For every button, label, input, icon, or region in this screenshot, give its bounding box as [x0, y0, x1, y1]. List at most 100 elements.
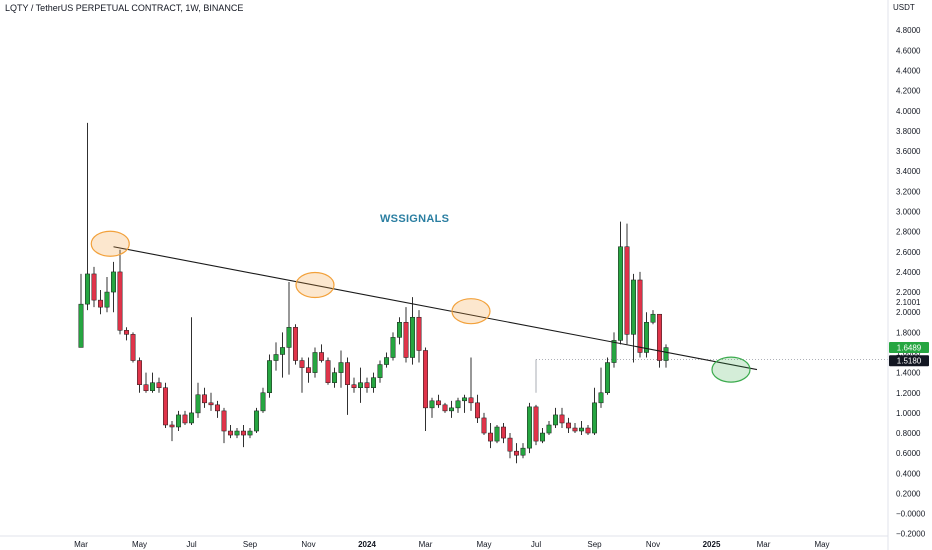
candle[interactable]	[397, 317, 402, 345]
trendline[interactable]	[113, 246, 758, 371]
candle[interactable]	[195, 382, 201, 418]
candle[interactable]	[319, 344, 324, 363]
candle[interactable]	[611, 332, 617, 368]
candle[interactable]	[273, 342, 279, 371]
candle[interactable]	[618, 221, 623, 345]
candle[interactable]	[98, 290, 103, 315]
candle[interactable]	[546, 420, 552, 436]
candle[interactable]	[566, 417, 571, 434]
candle[interactable]	[150, 372, 155, 393]
candle[interactable]	[455, 397, 461, 413]
candle[interactable]	[176, 410, 181, 432]
candle[interactable]	[85, 122, 90, 311]
candle[interactable]	[156, 377, 162, 393]
candle[interactable]	[650, 310, 656, 325]
candle[interactable]	[481, 412, 487, 436]
candle[interactable]	[286, 281, 292, 375]
candle[interactable]	[384, 352, 389, 368]
candle[interactable]	[364, 377, 370, 393]
candle[interactable]	[111, 261, 116, 313]
candle[interactable]	[540, 428, 545, 444]
candle[interactable]	[410, 297, 415, 365]
candle[interactable]	[468, 357, 474, 411]
candle[interactable]	[442, 402, 448, 413]
candle[interactable]	[254, 407, 259, 434]
candle[interactable]	[403, 307, 409, 363]
candle[interactable]	[104, 276, 110, 313]
candle[interactable]	[553, 407, 558, 429]
time-axis[interactable]: Mar May Jul Sep Nov 2024 Mar May Jul Sep Nov 2025 Ma…	[0, 535, 888, 549]
candle[interactable]	[390, 332, 396, 361]
candle[interactable]	[260, 387, 266, 413]
candle[interactable]	[488, 422, 493, 449]
candle[interactable]	[117, 249, 123, 335]
candle[interactable]	[280, 332, 285, 378]
candle[interactable]	[475, 394, 480, 423]
candle[interactable]	[527, 402, 532, 454]
orange-highlight-circle[interactable]	[451, 298, 491, 325]
candle[interactable]	[598, 367, 604, 408]
price-axis[interactable]: 4.8000 4.6000 4.4000 4.2000 4.0000 3.8000 3.60…	[887, 0, 929, 550]
candle[interactable]	[520, 443, 526, 459]
candle[interactable]	[163, 382, 168, 429]
candle[interactable]	[312, 347, 318, 378]
candle[interactable]	[507, 433, 513, 459]
candle[interactable]	[657, 313, 662, 368]
candle[interactable]	[234, 428, 240, 439]
candle[interactable]	[358, 367, 363, 403]
candle[interactable]	[605, 357, 610, 395]
orange-highlight-circle[interactable]	[90, 230, 130, 257]
candle[interactable]	[624, 223, 630, 345]
candle[interactable]	[267, 354, 272, 398]
candle[interactable]	[182, 410, 188, 425]
candle[interactable]	[137, 357, 142, 393]
candle[interactable]	[514, 443, 519, 464]
candle[interactable]	[215, 400, 220, 418]
candle[interactable]	[293, 324, 298, 365]
orange-highlight-circle[interactable]	[295, 271, 335, 299]
candle[interactable]	[345, 357, 350, 415]
candle[interactable]	[202, 387, 207, 408]
candle[interactable]	[429, 397, 435, 418]
candle[interactable]	[559, 407, 565, 429]
candle[interactable]	[338, 350, 344, 388]
candle[interactable]	[663, 344, 669, 368]
candle[interactable]	[143, 372, 149, 393]
candle[interactable]	[592, 387, 597, 436]
candle[interactable]	[130, 332, 136, 363]
candle[interactable]	[124, 327, 129, 341]
candle[interactable]	[78, 273, 84, 348]
candle[interactable]	[247, 428, 253, 439]
candle[interactable]	[221, 407, 227, 444]
candle[interactable]	[449, 400, 454, 418]
candle[interactable]	[169, 420, 175, 442]
candle[interactable]	[91, 266, 97, 308]
candle[interactable]	[325, 357, 331, 385]
candle[interactable]	[585, 424, 591, 436]
candle[interactable]	[572, 422, 578, 434]
candle[interactable]	[208, 392, 214, 411]
candle[interactable]	[332, 367, 337, 388]
candle[interactable]	[377, 360, 383, 383]
candle[interactable]	[371, 372, 376, 393]
candle[interactable]	[579, 420, 584, 436]
plot-area[interactable]	[78, 122, 888, 464]
green-highlight-circle[interactable]	[711, 356, 751, 383]
candle[interactable]	[416, 310, 422, 363]
candle[interactable]	[228, 424, 233, 439]
candle[interactable]	[631, 273, 636, 363]
candle[interactable]	[462, 394, 467, 413]
candle[interactable]	[299, 357, 305, 393]
candle[interactable]	[306, 357, 311, 383]
candle[interactable]	[189, 317, 194, 425]
candle[interactable]	[637, 271, 643, 358]
candle[interactable]	[436, 394, 441, 408]
candle[interactable]	[423, 347, 428, 432]
candle[interactable]	[494, 424, 500, 444]
candle[interactable]	[241, 424, 246, 448]
candle[interactable]	[533, 404, 539, 446]
candle[interactable]	[644, 312, 649, 358]
candle[interactable]	[351, 377, 357, 393]
candle[interactable]	[501, 422, 506, 444]
